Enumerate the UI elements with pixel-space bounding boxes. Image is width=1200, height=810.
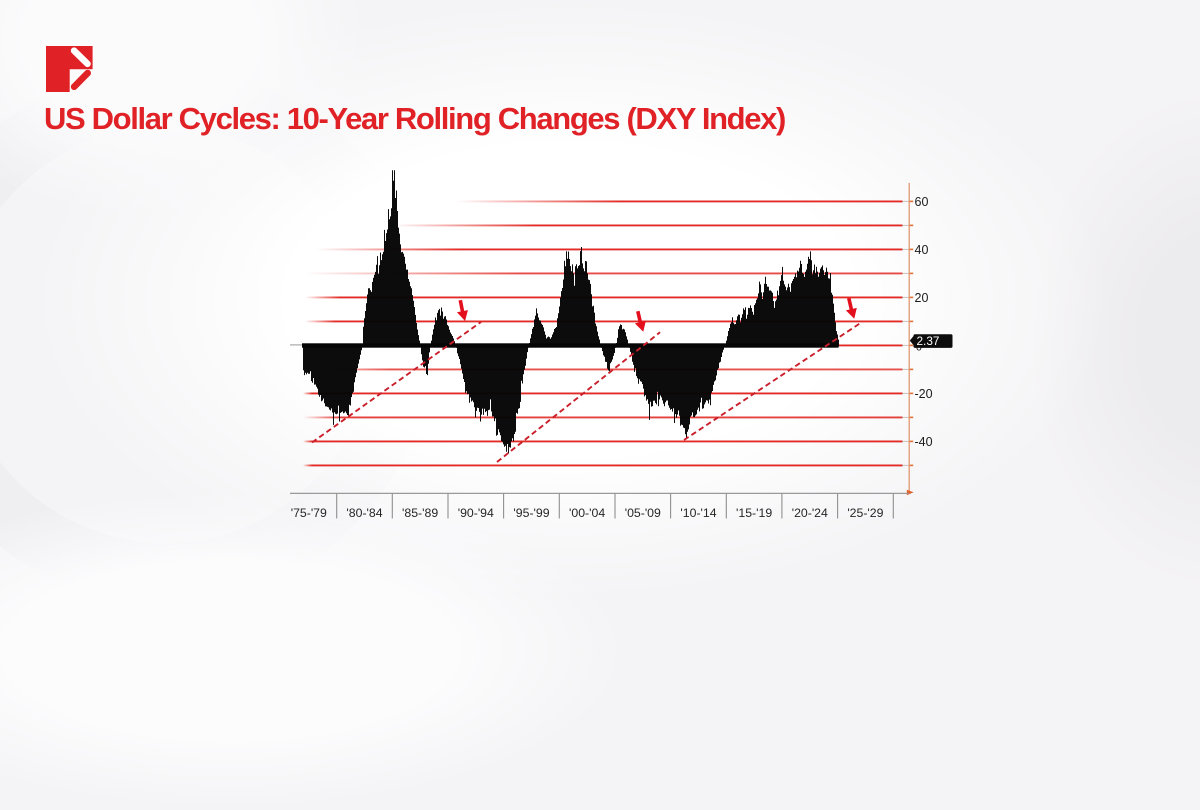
- svg-text:'95-'99: '95-'99: [513, 506, 549, 520]
- svg-text:-40: -40: [915, 435, 933, 449]
- svg-text:40: 40: [915, 243, 929, 257]
- svg-text:'90-'94: '90-'94: [458, 506, 494, 520]
- svg-text:'85-'89: '85-'89: [402, 506, 438, 520]
- svg-text:'25-'29: '25-'29: [847, 506, 883, 520]
- svg-text:2.37: 2.37: [917, 334, 940, 348]
- svg-text:20: 20: [915, 291, 929, 305]
- svg-text:'20-'24: '20-'24: [792, 506, 828, 520]
- svg-text:60: 60: [915, 195, 929, 209]
- svg-text:'10-'14: '10-'14: [680, 506, 716, 520]
- svg-text:'80-'84: '80-'84: [346, 506, 382, 520]
- svg-text:'15-'19: '15-'19: [736, 506, 772, 520]
- svg-text:'05-'09: '05-'09: [625, 506, 661, 520]
- svg-text:'00-'04: '00-'04: [569, 506, 605, 520]
- svg-text:'75-'79: '75-'79: [291, 506, 327, 520]
- svg-text:-20: -20: [915, 387, 933, 401]
